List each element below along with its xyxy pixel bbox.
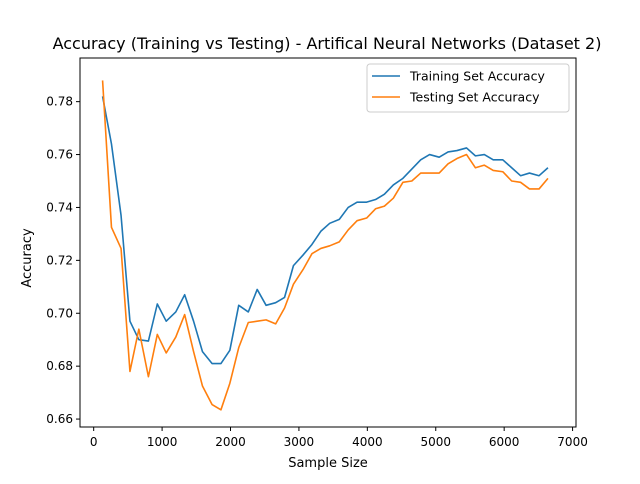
axes: 0 1000 2000 3000 4000 5000 6000 7000 0.66 0.68 0.7… bbox=[46, 57, 588, 449]
y-tick-label: 0.70 bbox=[46, 306, 73, 320]
x-tick-label: 1000 bbox=[147, 435, 178, 449]
x-tick-label: 3000 bbox=[284, 435, 315, 449]
y-tick-label: 0.74 bbox=[46, 200, 73, 214]
x-tick-label: 4000 bbox=[352, 435, 383, 449]
x-tick-label: 2000 bbox=[215, 435, 246, 449]
plot-area bbox=[101, 80, 549, 411]
y-axis-label: Accuracy bbox=[20, 228, 35, 288]
y-tick-label: 0.66 bbox=[46, 412, 73, 426]
x-tick-label: 6000 bbox=[489, 435, 520, 449]
series-line-1 bbox=[101, 80, 549, 411]
legend-box bbox=[366, 63, 570, 113]
x-axis-label: Sample Size bbox=[288, 456, 368, 471]
legend: Training Set Accuracy Testing Set Accurac… bbox=[366, 63, 570, 113]
x-tick-label: 0 bbox=[90, 435, 98, 449]
y-tick-label: 0.78 bbox=[46, 95, 73, 109]
legend-label-1: Testing Set Accuracy bbox=[409, 90, 540, 105]
series-line-0 bbox=[101, 96, 549, 365]
y-tick-label: 0.68 bbox=[46, 359, 73, 373]
legend-label-0: Training Set Accuracy bbox=[409, 69, 545, 84]
x-tick-label: 5000 bbox=[420, 435, 451, 449]
chart-title: Accuracy (Training vs Testing) - Artific… bbox=[53, 34, 602, 53]
axes-frame bbox=[79, 57, 577, 428]
y-tick-label: 0.72 bbox=[46, 253, 73, 267]
y-tick-label: 0.76 bbox=[46, 148, 73, 162]
x-tick-label: 7000 bbox=[557, 435, 588, 449]
